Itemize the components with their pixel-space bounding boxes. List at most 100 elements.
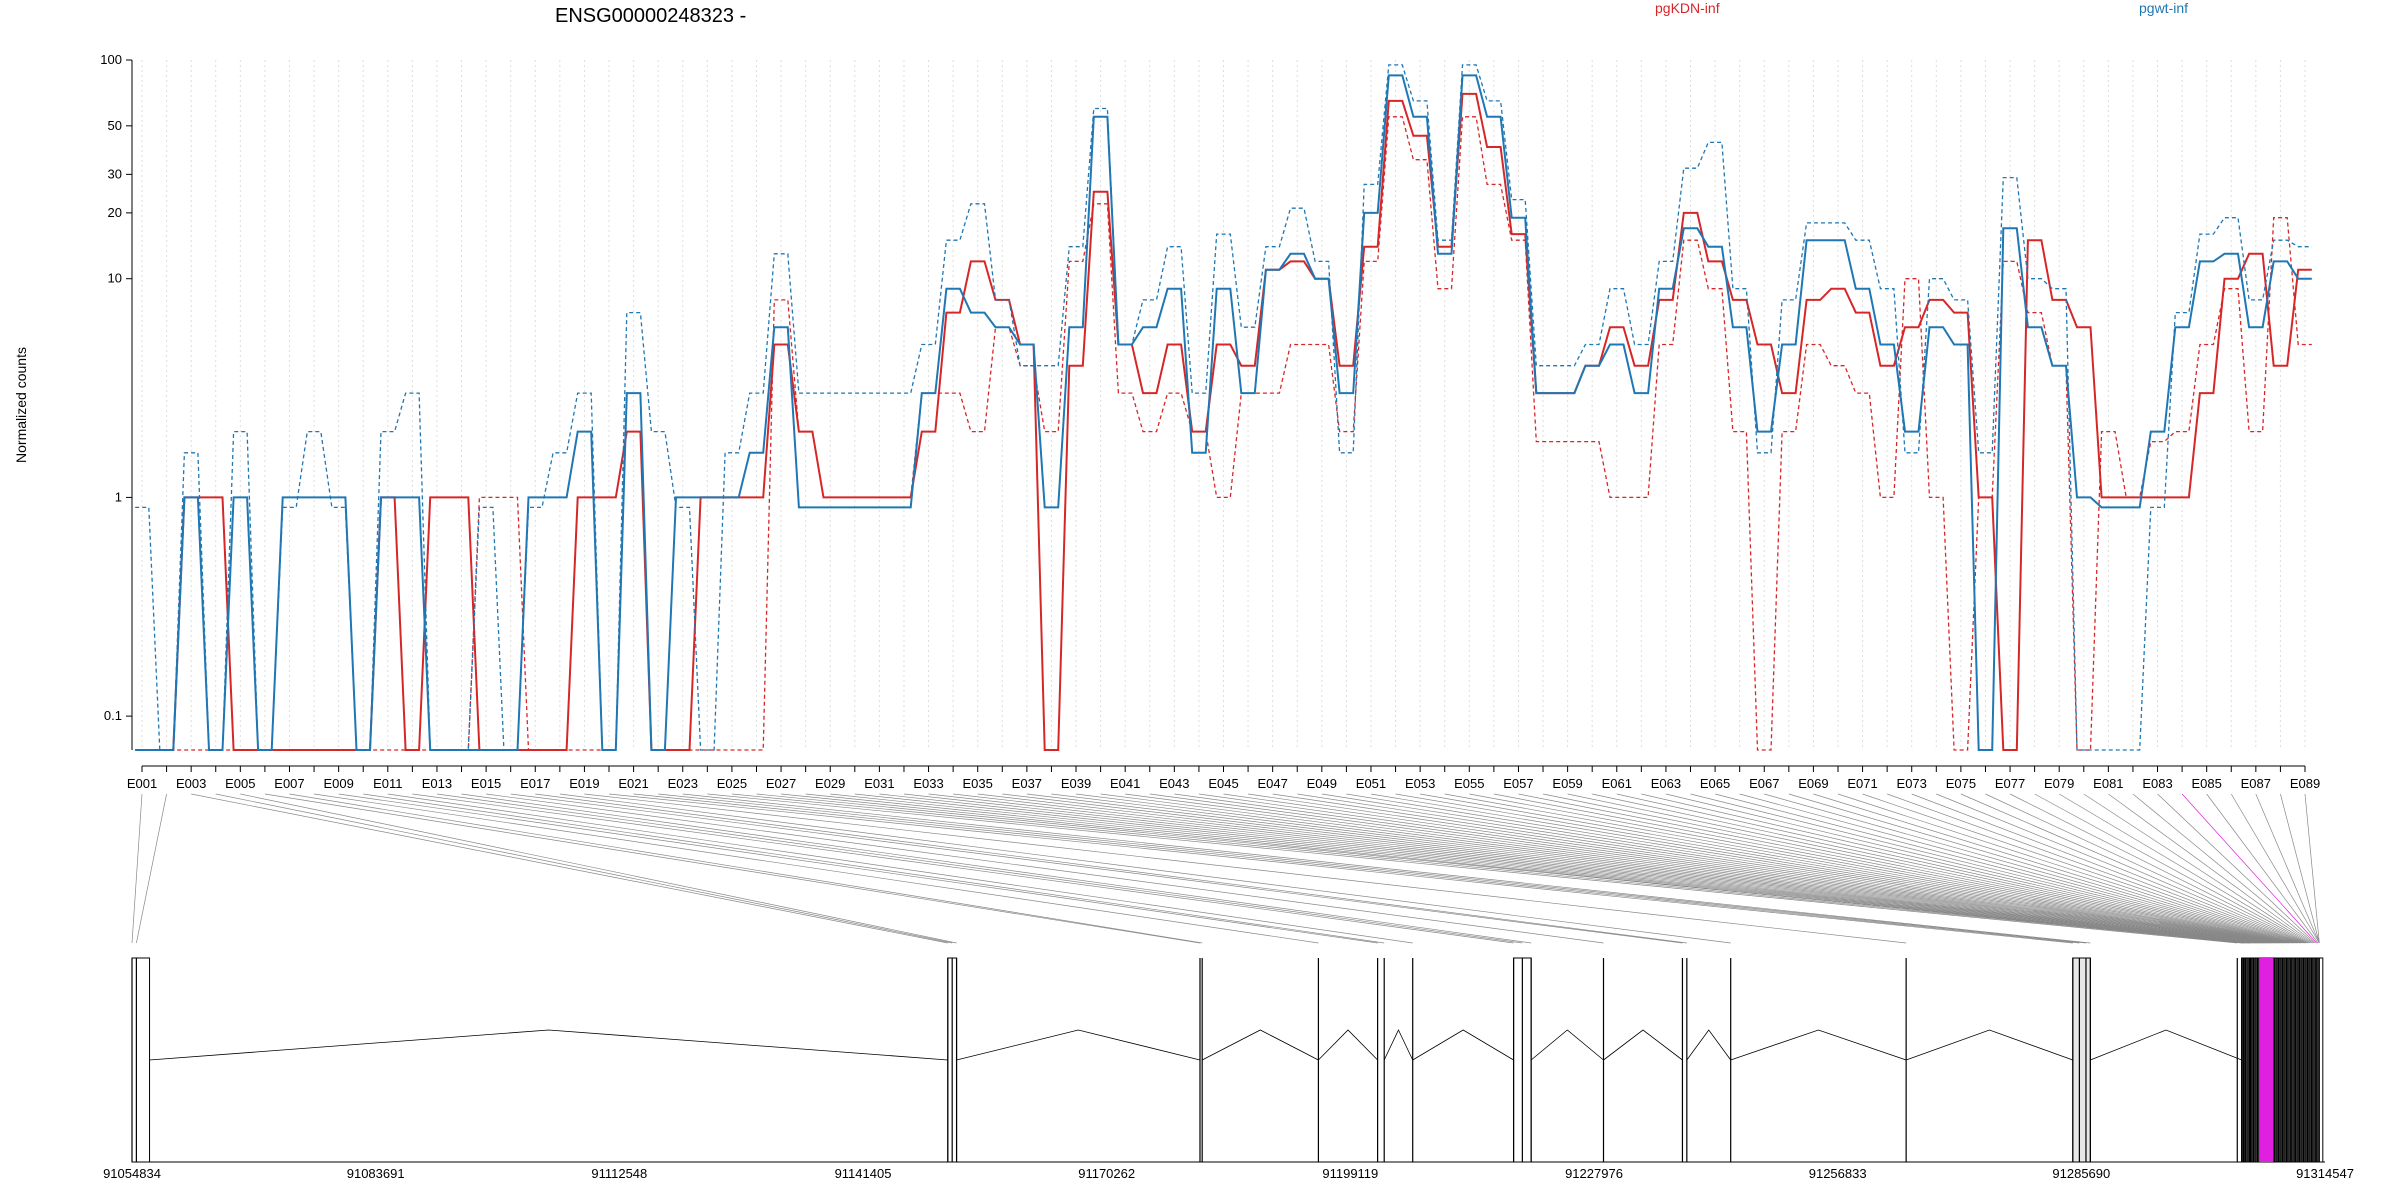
connector-line bbox=[1026, 793, 2255, 944]
connector-line bbox=[1395, 793, 2275, 944]
connector-line bbox=[1641, 793, 2288, 944]
connector-line bbox=[830, 793, 2245, 944]
connector-line bbox=[658, 793, 2086, 944]
intron-line bbox=[1202, 1029, 1319, 1061]
legend-pgwt-inf: pgwt-inf bbox=[2139, 0, 2188, 16]
y-axis: 0.1 1 10 20 30 50 100 bbox=[100, 52, 133, 750]
connector-line bbox=[1665, 793, 2290, 944]
connector-line bbox=[131, 793, 143, 944]
y-tick-label: 20 bbox=[108, 205, 122, 220]
connector-line bbox=[1493, 793, 2280, 944]
y-tick-label: 100 bbox=[100, 52, 122, 67]
x-tick-label: E035 bbox=[963, 776, 993, 791]
x-tick-label: E061 bbox=[1602, 776, 1632, 791]
x-tick-label: E013 bbox=[422, 776, 452, 791]
connector-line bbox=[1788, 793, 2296, 944]
genomic-coordinate-axis: 91054834 91083691 91112548 91141405 91170262… bbox=[103, 1166, 2354, 1181]
connector-line bbox=[2206, 793, 2319, 944]
intron-line bbox=[149, 1029, 948, 1061]
connector-line bbox=[136, 793, 167, 944]
connector-line bbox=[338, 793, 1378, 944]
x-tick-label: E019 bbox=[569, 776, 599, 791]
legend-pgkdn-inf: pgKDN-inf bbox=[1655, 0, 1720, 16]
gene-model bbox=[131, 957, 2325, 1163]
intron-line bbox=[1383, 1029, 1414, 1061]
x-tick-label: E003 bbox=[176, 776, 206, 791]
connector-line bbox=[2181, 793, 2317, 944]
connector-line bbox=[584, 793, 1907, 944]
connector-line bbox=[1149, 793, 2262, 944]
connector-line bbox=[1248, 793, 2267, 944]
x-tick-label: E033 bbox=[913, 776, 943, 791]
connector-line bbox=[903, 793, 2249, 944]
x-tick-label: E037 bbox=[1012, 776, 1042, 791]
x-tick-label: E055 bbox=[1454, 776, 1484, 791]
x-tick-label: E075 bbox=[1946, 776, 1976, 791]
connector-line bbox=[264, 793, 1201, 944]
connector-line bbox=[2034, 793, 2309, 944]
intron-line bbox=[1686, 1029, 1732, 1061]
x-tick-label: E065 bbox=[1700, 776, 1730, 791]
genomic-position-label: 91141405 bbox=[835, 1166, 892, 1181]
connector-line bbox=[682, 793, 2091, 944]
connector-line bbox=[1002, 793, 2254, 944]
x-tick-label: E051 bbox=[1356, 776, 1386, 791]
connector-line bbox=[1862, 793, 2300, 944]
x-tick-label: E039 bbox=[1061, 776, 1091, 791]
genomic-position-label: 91285690 bbox=[2052, 1166, 2110, 1181]
connector-line bbox=[1518, 793, 2282, 944]
vertical-grid bbox=[141, 60, 2306, 750]
intron-line bbox=[1530, 1029, 1604, 1061]
intron-line bbox=[2090, 1029, 2242, 1061]
connector-line bbox=[977, 793, 2253, 944]
x-tick-label: E053 bbox=[1405, 776, 1435, 791]
x-tick-label: E025 bbox=[717, 776, 747, 791]
connector-line bbox=[2230, 793, 2320, 944]
connector-line bbox=[1075, 793, 2258, 944]
y-tick-label: 0.1 bbox=[104, 708, 122, 723]
x-tick-label: E029 bbox=[815, 776, 845, 791]
connector-line bbox=[928, 793, 2250, 944]
connector-line bbox=[805, 793, 2244, 944]
connector-line bbox=[1813, 793, 2298, 944]
connector-line bbox=[1272, 793, 2269, 944]
x-tick-label: E041 bbox=[1110, 776, 1140, 791]
connector-line bbox=[854, 793, 2246, 944]
series-lines bbox=[135, 64, 2312, 751]
y-tick-label: 50 bbox=[108, 118, 122, 133]
x-tick-label: E047 bbox=[1257, 776, 1287, 791]
x-tick-label: E031 bbox=[864, 776, 894, 791]
connector-line bbox=[1592, 793, 2286, 944]
connector-line bbox=[707, 793, 2238, 944]
connector-line bbox=[387, 793, 1413, 944]
x-tick-label: E023 bbox=[668, 776, 698, 791]
connector-line bbox=[2304, 793, 2320, 944]
x-tick-label: E045 bbox=[1208, 776, 1238, 791]
connector-line bbox=[1174, 793, 2263, 944]
connector-line bbox=[1715, 793, 2292, 944]
genomic-position-label: 91083691 bbox=[347, 1166, 405, 1181]
x-tick-label: E043 bbox=[1159, 776, 1189, 791]
connector-line bbox=[2255, 793, 2320, 944]
genomic-position-label: 91227976 bbox=[1565, 1166, 1623, 1181]
connector-line bbox=[1739, 793, 2294, 944]
connector-line bbox=[2132, 793, 2315, 944]
connector-line bbox=[535, 793, 1687, 944]
x-axis: E001 E003 E005 E007 E009 E011 E013 E015 E017 E019… bbox=[127, 765, 2320, 791]
x-tick-label: E059 bbox=[1552, 776, 1582, 791]
y-tick-label: 30 bbox=[108, 166, 122, 181]
connector-line bbox=[1370, 793, 2274, 944]
connector-line bbox=[1887, 793, 2301, 944]
y-tick-label: 10 bbox=[108, 271, 122, 286]
connector-line bbox=[510, 793, 1683, 944]
connector-line bbox=[1616, 793, 2287, 944]
x-tick-label: E027 bbox=[766, 776, 796, 791]
intron-line bbox=[1318, 1029, 1378, 1061]
connector-line bbox=[1469, 793, 2279, 944]
intron-line bbox=[956, 1029, 1201, 1061]
connector-line bbox=[1985, 793, 2307, 944]
connector-line bbox=[2280, 793, 2320, 944]
connector-line bbox=[363, 793, 1385, 944]
connector-line bbox=[191, 793, 948, 944]
